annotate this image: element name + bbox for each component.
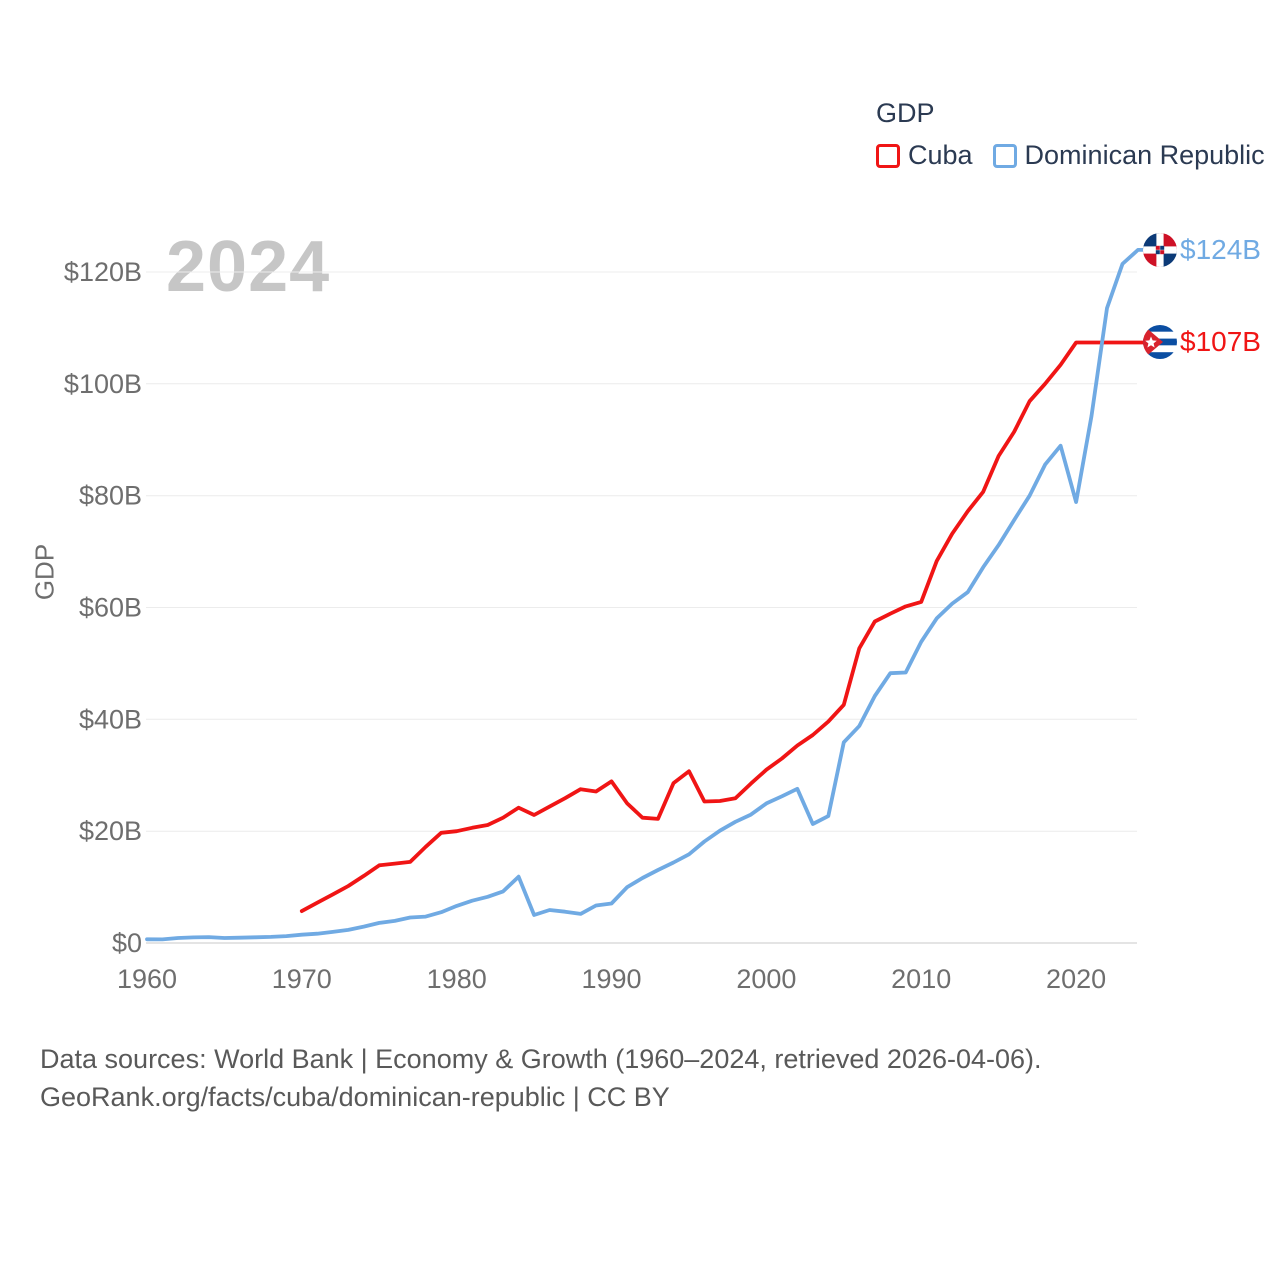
legend-item-cuba[interactable]: Cuba bbox=[876, 142, 973, 169]
dominican-republic-flag-icon bbox=[1143, 232, 1177, 267]
data-sources-text: Data sources: World Bank | Economy & Gro… bbox=[40, 1044, 1042, 1074]
y-tick-label: $20B bbox=[79, 816, 142, 846]
x-tick-label: 1970 bbox=[272, 964, 332, 994]
x-tick-label: 2010 bbox=[891, 964, 951, 994]
x-tick-label: 1960 bbox=[117, 964, 177, 994]
legend-title: GDP bbox=[876, 98, 935, 128]
y-tick-label: $60B bbox=[79, 593, 142, 623]
source-url-text: GeoRank.org/facts/cuba/dominican-republi… bbox=[40, 1082, 670, 1112]
legend-item-dominican-republic[interactable]: Dominican Republic bbox=[992, 140, 1265, 170]
y-tick-label: $100B bbox=[64, 369, 142, 399]
cuba-flag-icon bbox=[1143, 325, 1177, 360]
dominican-republic-end-value-label: $124B bbox=[1180, 233, 1261, 265]
cuba-series-swatch-icon bbox=[876, 143, 900, 168]
y-tick-label: $80B bbox=[79, 481, 142, 511]
cuba-line bbox=[299, 340, 1162, 913]
y-tick-label: $0 bbox=[112, 928, 142, 958]
x-tick-label: 2000 bbox=[736, 964, 796, 994]
year-watermark: 2024 bbox=[166, 227, 331, 307]
chart-legend: GDP Cuba Dominican Republic bbox=[876, 98, 1265, 169]
x-tick-label: 1980 bbox=[427, 964, 487, 994]
dr-line bbox=[145, 247, 1162, 942]
x-tick-label: 1990 bbox=[581, 964, 641, 994]
dominican-republic-series-swatch-icon bbox=[992, 143, 1017, 168]
cuba-end-value-label: $107B bbox=[1180, 326, 1261, 358]
legend-label-dominican-republic: Dominican Republic bbox=[1024, 140, 1265, 170]
x-tick-label: 2020 bbox=[1046, 964, 1106, 994]
legend-label-cuba: Cuba bbox=[908, 140, 973, 170]
attribution-footer: Data sources: World Bank | Economy & Gro… bbox=[40, 1040, 1042, 1116]
y-axis-title: GDP bbox=[29, 543, 60, 601]
legend-items: Cuba Dominican Republic bbox=[876, 142, 1265, 169]
y-tick-label: $120B bbox=[64, 257, 142, 287]
y-tick-label: $40B bbox=[79, 704, 142, 734]
